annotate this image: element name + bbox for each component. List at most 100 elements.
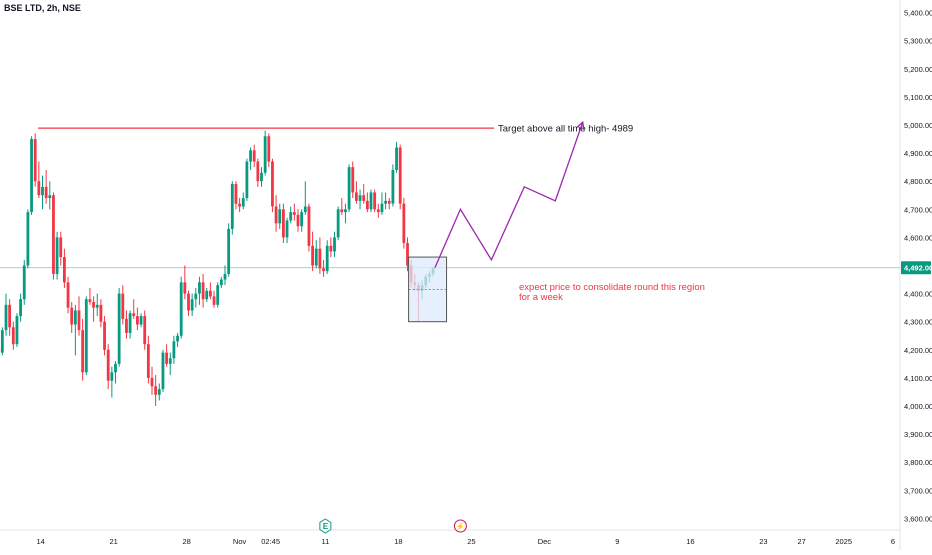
candle: [348, 164, 351, 212]
candle-body: [238, 204, 241, 207]
candle-body: [173, 341, 176, 358]
candle: [27, 209, 30, 268]
candle-body: [78, 310, 81, 330]
candle-body: [191, 299, 194, 310]
candle: [183, 266, 186, 300]
x-tick-label: 23: [759, 537, 767, 546]
candle: [92, 296, 95, 321]
x-tick-label: 25: [467, 537, 475, 546]
candle-body: [118, 294, 121, 364]
candle: [45, 170, 48, 204]
candle-body: [373, 192, 376, 209]
candle: [37, 162, 40, 199]
candle: [373, 190, 376, 212]
candle-body: [366, 201, 369, 209]
candle: [402, 198, 405, 249]
candle-body: [319, 249, 322, 269]
candle: [136, 308, 139, 330]
candle-body: [176, 336, 179, 342]
y-tick-label: 4,000.00: [904, 402, 932, 411]
candle-body: [348, 167, 351, 209]
candle: [100, 299, 103, 327]
candle-body: [337, 209, 340, 237]
candle: [96, 294, 99, 316]
candle-body: [34, 139, 37, 181]
candle-body: [322, 268, 325, 271]
candle-body: [227, 229, 230, 274]
y-tick-label: 4,600.00: [904, 233, 932, 242]
candle-body: [129, 313, 132, 333]
candle: [256, 159, 259, 187]
candle-body: [271, 162, 274, 207]
candle: [165, 344, 168, 366]
candle: [282, 204, 285, 243]
candle-body: [282, 209, 285, 237]
candle-body: [311, 246, 314, 266]
candle: [319, 237, 322, 274]
candle: [78, 296, 81, 335]
target-line-label: Target above all time high- 4989: [498, 124, 633, 135]
candle-body: [388, 201, 391, 204]
candle: [340, 198, 343, 215]
candle-body: [220, 280, 223, 286]
x-tick-label: 16: [686, 537, 694, 546]
candle-body: [329, 246, 332, 252]
y-tick-label: 4,900.00: [904, 149, 932, 158]
candle: [308, 204, 311, 252]
x-tick-label: 02:45: [261, 537, 280, 546]
candle: [85, 296, 88, 375]
projection-path: [435, 122, 583, 268]
candle: [16, 313, 19, 347]
candle: [63, 249, 66, 288]
x-tick-label: 27: [798, 537, 806, 546]
candle: [8, 299, 11, 336]
candle: [5, 294, 8, 336]
candle: [34, 133, 37, 186]
earnings-marker-glyph: E: [323, 522, 329, 531]
candle-body: [89, 299, 92, 302]
candle-body: [249, 150, 252, 161]
candle-body: [377, 209, 380, 212]
candle-body: [169, 358, 172, 364]
candle-body: [121, 294, 124, 319]
candle-body: [74, 310, 77, 324]
candle-body: [289, 212, 292, 220]
candle: [103, 316, 106, 355]
candle-body: [110, 372, 113, 380]
candle: [154, 375, 157, 406]
candle: [278, 204, 281, 229]
candle: [56, 232, 59, 280]
candle-body: [12, 327, 15, 344]
candle: [377, 204, 380, 218]
candles-layer: [0, 131, 434, 465]
candle: [289, 206, 292, 223]
candle: [344, 204, 347, 224]
y-tick-label: 5,100.00: [904, 93, 932, 102]
candle-body: [395, 147, 398, 169]
candle: [12, 322, 15, 350]
candle-body: [56, 237, 59, 274]
candle: [231, 181, 234, 234]
y-tick-label: 3,600.00: [904, 514, 932, 523]
candle-body: [297, 215, 300, 226]
candle: [366, 192, 369, 212]
candle-body: [205, 291, 208, 299]
y-tick-label: 4,100.00: [904, 374, 932, 383]
candle-body: [154, 386, 157, 394]
candle-body: [392, 170, 395, 204]
candle-body: [165, 353, 168, 364]
candle: [158, 384, 161, 401]
candle-body: [132, 313, 135, 316]
candle: [169, 353, 172, 375]
y-tick-label: 5,000.00: [904, 121, 932, 130]
candle: [209, 282, 212, 299]
candle-body: [351, 167, 354, 192]
candle: [333, 232, 336, 257]
candle-body: [402, 204, 405, 243]
y-tick-label: 4,700.00: [904, 205, 932, 214]
candle: [271, 159, 274, 212]
x-tick-label: Dec: [538, 537, 552, 546]
